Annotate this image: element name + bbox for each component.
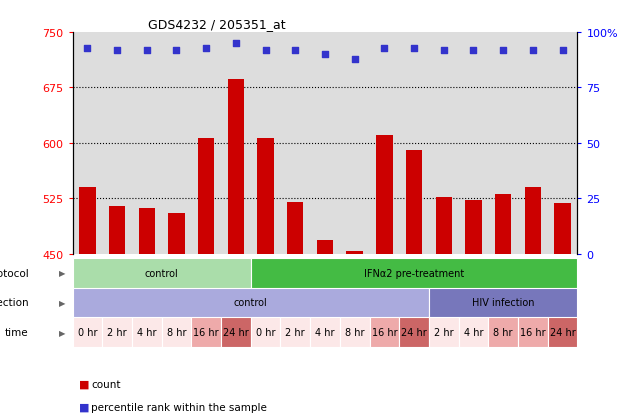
- Text: 24 hr: 24 hr: [401, 328, 427, 337]
- Bar: [287, 202, 304, 254]
- Text: 4 hr: 4 hr: [137, 328, 156, 337]
- Point: [379, 45, 389, 52]
- Bar: [459, 318, 488, 347]
- Bar: [162, 318, 191, 347]
- Text: ▶: ▶: [59, 298, 65, 307]
- Bar: [191, 318, 221, 347]
- Bar: [73, 258, 251, 288]
- Text: 24 hr: 24 hr: [550, 328, 575, 337]
- Text: HIV infection: HIV infection: [472, 298, 534, 308]
- Text: ■: ■: [79, 379, 90, 389]
- Point: [83, 45, 93, 52]
- Text: protocol: protocol: [0, 268, 28, 278]
- Text: IFNα2 pre-treatment: IFNα2 pre-treatment: [364, 268, 464, 278]
- Bar: [406, 150, 422, 254]
- Text: 16 hr: 16 hr: [520, 328, 546, 337]
- Text: 2 hr: 2 hr: [107, 328, 127, 337]
- Point: [409, 45, 419, 52]
- Text: 4 hr: 4 hr: [316, 328, 334, 337]
- Bar: [488, 318, 518, 347]
- Point: [320, 52, 330, 58]
- Point: [439, 47, 449, 54]
- Bar: [555, 204, 570, 254]
- Text: 24 hr: 24 hr: [223, 328, 249, 337]
- Text: count: count: [91, 379, 121, 389]
- Bar: [317, 241, 333, 254]
- Text: 8 hr: 8 hr: [167, 328, 186, 337]
- Text: ■: ■: [79, 402, 90, 412]
- Bar: [518, 318, 548, 347]
- Bar: [132, 318, 162, 347]
- Bar: [109, 206, 126, 254]
- Point: [350, 56, 360, 63]
- Text: control: control: [144, 268, 179, 278]
- Point: [557, 47, 567, 54]
- Point: [201, 45, 211, 52]
- Bar: [198, 138, 215, 254]
- Point: [468, 47, 478, 54]
- Text: 16 hr: 16 hr: [193, 328, 219, 337]
- Bar: [465, 201, 481, 254]
- Text: infection: infection: [0, 298, 28, 308]
- Text: 0 hr: 0 hr: [256, 328, 275, 337]
- Bar: [73, 288, 429, 318]
- Bar: [228, 79, 244, 254]
- Bar: [370, 318, 399, 347]
- Bar: [376, 136, 392, 254]
- Bar: [251, 258, 577, 288]
- Text: ▶: ▶: [59, 268, 65, 278]
- Point: [498, 47, 508, 54]
- Bar: [221, 318, 251, 347]
- Text: 0 hr: 0 hr: [78, 328, 97, 337]
- Bar: [399, 318, 429, 347]
- Point: [528, 47, 538, 54]
- Point: [142, 47, 152, 54]
- Bar: [435, 198, 452, 254]
- Bar: [310, 318, 340, 347]
- Bar: [80, 188, 95, 254]
- Text: 8 hr: 8 hr: [493, 328, 513, 337]
- Bar: [429, 318, 459, 347]
- Text: 2 hr: 2 hr: [285, 328, 305, 337]
- Text: 8 hr: 8 hr: [345, 328, 365, 337]
- Bar: [168, 214, 185, 254]
- Text: GDS4232 / 205351_at: GDS4232 / 205351_at: [148, 17, 286, 31]
- Bar: [340, 318, 370, 347]
- Point: [112, 47, 122, 54]
- Bar: [73, 318, 102, 347]
- Point: [172, 47, 182, 54]
- Text: ▶: ▶: [59, 328, 65, 337]
- Bar: [548, 318, 577, 347]
- Text: 4 hr: 4 hr: [464, 328, 483, 337]
- Text: time: time: [5, 328, 28, 337]
- Text: percentile rank within the sample: percentile rank within the sample: [91, 402, 268, 412]
- Point: [261, 47, 271, 54]
- Bar: [429, 288, 577, 318]
- Text: 2 hr: 2 hr: [434, 328, 454, 337]
- Bar: [495, 195, 511, 254]
- Bar: [257, 138, 274, 254]
- Point: [231, 41, 241, 47]
- Bar: [524, 188, 541, 254]
- Text: 16 hr: 16 hr: [372, 328, 397, 337]
- Bar: [102, 318, 132, 347]
- Bar: [139, 208, 155, 254]
- Bar: [280, 318, 310, 347]
- Point: [290, 47, 300, 54]
- Text: control: control: [234, 298, 268, 308]
- Bar: [346, 252, 363, 254]
- Bar: [251, 318, 280, 347]
